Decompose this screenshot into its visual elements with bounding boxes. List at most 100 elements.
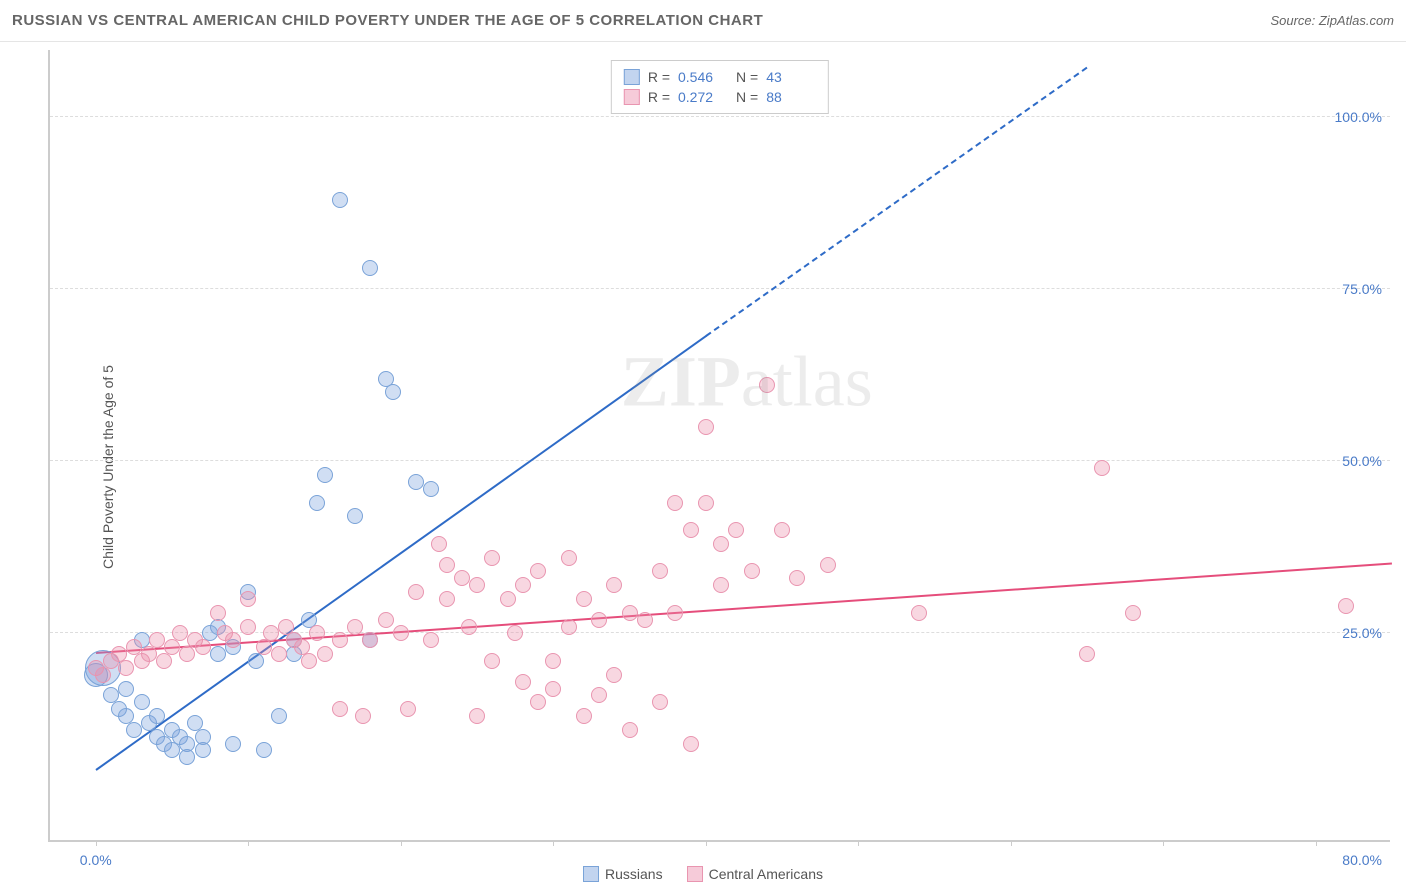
data-point — [317, 467, 333, 483]
data-point — [561, 550, 577, 566]
data-point — [507, 625, 523, 641]
data-point — [309, 625, 325, 641]
gridline — [50, 460, 1390, 461]
data-point — [469, 577, 485, 593]
data-point — [667, 605, 683, 621]
data-point — [698, 419, 714, 435]
y-tick-label: 75.0% — [1342, 281, 1382, 297]
data-point — [164, 742, 180, 758]
data-point — [271, 708, 287, 724]
legend-item: Russians — [583, 866, 663, 882]
data-point — [820, 557, 836, 573]
data-point — [500, 591, 516, 607]
data-point — [256, 639, 272, 655]
data-point — [713, 577, 729, 593]
data-point — [195, 639, 211, 655]
x-tick-label: 80.0% — [1342, 852, 1382, 868]
data-point — [744, 563, 760, 579]
correlation-legend: R =0.546N =43R =0.272N =88 — [611, 60, 829, 114]
r-label: R = — [648, 69, 670, 85]
x-tick-label: 0.0% — [80, 852, 112, 868]
data-point — [652, 694, 668, 710]
data-point — [759, 377, 775, 393]
data-point — [362, 632, 378, 648]
legend-label: Russians — [605, 866, 663, 882]
data-point — [561, 619, 577, 635]
r-value: 0.272 — [678, 89, 728, 105]
data-point — [195, 729, 211, 745]
data-point — [911, 605, 927, 621]
data-point — [393, 625, 409, 641]
data-point — [408, 584, 424, 600]
data-point — [789, 570, 805, 586]
x-tick — [1163, 840, 1164, 846]
data-point — [431, 536, 447, 552]
data-point — [126, 722, 142, 738]
data-point — [408, 474, 424, 490]
legend-item: Central Americans — [687, 866, 823, 882]
data-point — [606, 577, 622, 593]
x-tick — [858, 840, 859, 846]
y-tick-label: 25.0% — [1342, 625, 1382, 641]
data-point — [622, 722, 638, 738]
n-label: N = — [736, 69, 758, 85]
data-point — [141, 646, 157, 662]
data-point — [347, 619, 363, 635]
data-point — [530, 694, 546, 710]
data-point — [378, 612, 394, 628]
data-point — [301, 653, 317, 669]
data-point — [362, 260, 378, 276]
data-point — [172, 625, 188, 641]
legend-swatch — [624, 69, 640, 85]
legend-label: Central Americans — [709, 866, 823, 882]
data-point — [576, 708, 592, 724]
data-point — [461, 619, 477, 635]
n-value: 88 — [766, 89, 816, 105]
data-point — [1094, 460, 1110, 476]
data-point — [179, 646, 195, 662]
r-label: R = — [648, 89, 670, 105]
x-tick — [96, 840, 97, 846]
chart-header: RUSSIAN VS CENTRAL AMERICAN CHILD POVERT… — [0, 0, 1406, 42]
data-point — [774, 522, 790, 538]
data-point — [606, 667, 622, 683]
data-point — [248, 653, 264, 669]
y-tick-label: 100.0% — [1335, 109, 1382, 125]
data-point — [728, 522, 744, 538]
data-point — [1338, 598, 1354, 614]
data-point — [545, 653, 561, 669]
data-point — [225, 632, 241, 648]
data-point — [683, 522, 699, 538]
data-point — [713, 536, 729, 552]
data-point — [156, 653, 172, 669]
data-point — [423, 481, 439, 497]
data-point — [309, 495, 325, 511]
legend-swatch — [687, 866, 703, 882]
data-point — [439, 591, 455, 607]
data-point — [271, 646, 287, 662]
data-point — [240, 619, 256, 635]
chart-title: RUSSIAN VS CENTRAL AMERICAN CHILD POVERT… — [12, 12, 763, 29]
data-point — [637, 612, 653, 628]
data-point — [439, 557, 455, 573]
data-point — [469, 708, 485, 724]
data-point — [423, 632, 439, 648]
data-point — [179, 749, 195, 765]
data-point — [591, 612, 607, 628]
x-tick — [1011, 840, 1012, 846]
data-point — [355, 708, 371, 724]
data-point — [683, 736, 699, 752]
data-point — [95, 667, 111, 683]
data-point — [622, 605, 638, 621]
data-point — [667, 495, 683, 511]
chart-area: Child Poverty Under the Age of 5 ZIPatla… — [0, 42, 1406, 892]
data-point — [1125, 605, 1141, 621]
data-point — [149, 708, 165, 724]
data-point — [400, 701, 416, 717]
data-point — [530, 563, 546, 579]
data-point — [515, 674, 531, 690]
data-point — [385, 384, 401, 400]
data-point — [484, 550, 500, 566]
n-value: 43 — [766, 69, 816, 85]
gridline — [50, 288, 1390, 289]
